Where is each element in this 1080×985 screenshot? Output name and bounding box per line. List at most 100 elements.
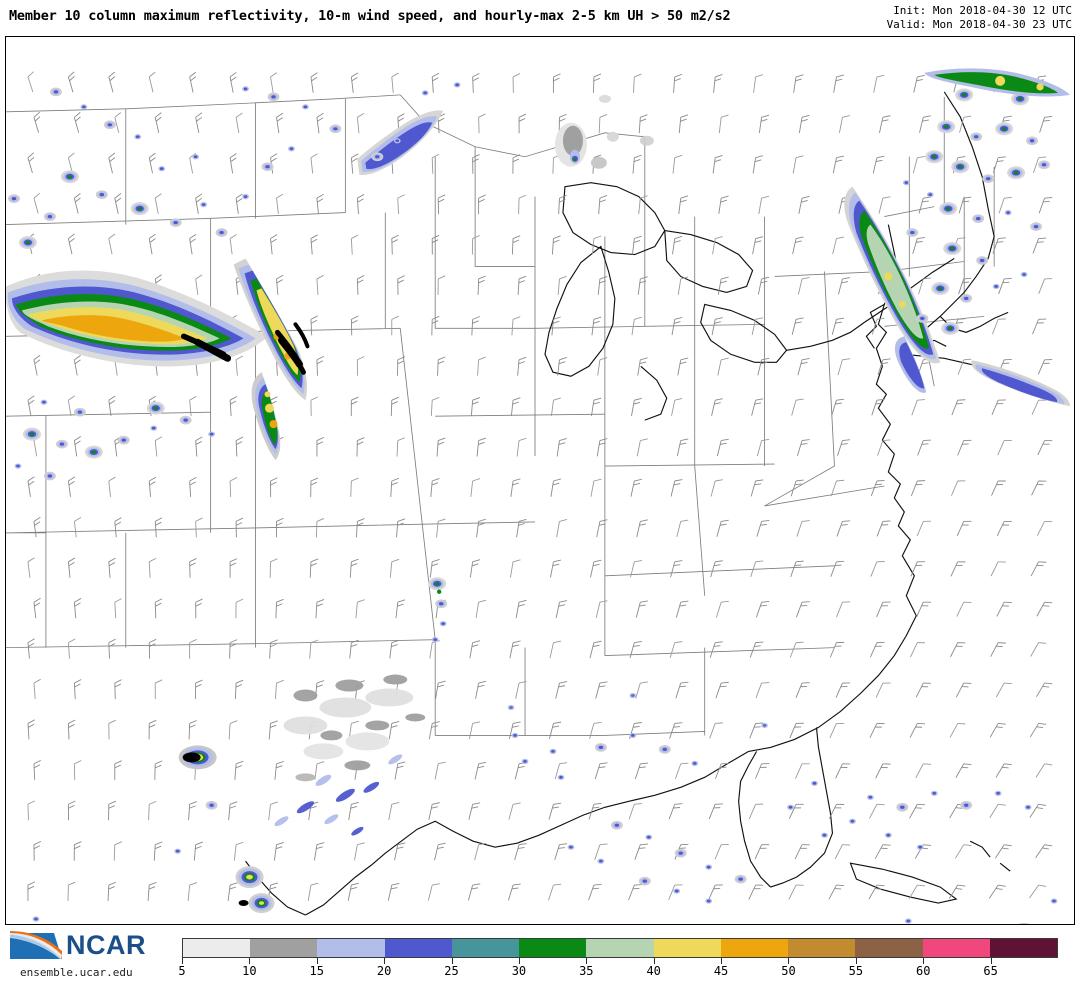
wind-barb <box>1032 235 1047 257</box>
wind-barb <box>988 881 1007 903</box>
colorbar-band <box>922 939 990 957</box>
colorbar-band <box>653 939 721 957</box>
wind-barb <box>675 598 689 620</box>
wind-barb <box>949 720 966 742</box>
colorbar-band <box>989 939 1058 957</box>
valid-time: Valid: Mon 2018-04-30 23 UTC <box>886 17 1072 31</box>
wind-barb <box>154 598 164 619</box>
wind-barb <box>989 801 1007 822</box>
wind-barb <box>388 719 400 741</box>
wind-barb <box>388 800 400 822</box>
colorbar-band <box>855 939 923 957</box>
wind-barb <box>429 639 441 660</box>
wind-barb <box>756 517 770 540</box>
wind-barb <box>589 719 602 742</box>
reflectivity-colorbar[interactable] <box>182 938 1058 958</box>
wind-barb <box>309 558 319 579</box>
wind-barb <box>107 152 120 174</box>
wind-barb <box>554 841 568 863</box>
wind-barb <box>472 72 481 94</box>
wind-barb <box>795 760 811 782</box>
wind-barb <box>795 679 811 701</box>
wind-barb <box>597 356 608 377</box>
wind-barb <box>73 516 84 538</box>
wind-barb <box>955 760 972 782</box>
wind-barb <box>195 517 204 538</box>
wind-barb <box>148 152 160 174</box>
ncar-logo[interactable]: NCAR ensemble.ucar.edu <box>8 929 176 981</box>
wind-barb <box>838 113 851 135</box>
wind-barb <box>310 72 321 94</box>
wind-barb <box>870 558 885 580</box>
wind-barb <box>274 760 285 781</box>
wind-barb <box>107 881 117 902</box>
wind-barb <box>550 396 562 418</box>
colorbar-tick <box>923 958 925 964</box>
wind-barb <box>715 679 730 701</box>
wind-barb <box>837 437 851 459</box>
wind-barb <box>1029 720 1047 742</box>
wind-barb <box>194 274 206 296</box>
wind-barb <box>832 154 845 176</box>
wind-barb <box>356 356 365 377</box>
wind-barb <box>711 396 724 418</box>
wind-barb <box>788 881 805 903</box>
wind-barb <box>912 154 926 176</box>
wind-barb <box>154 517 164 538</box>
wind-barb <box>516 517 527 539</box>
wind-barb <box>269 72 281 94</box>
wind-barb <box>67 638 77 660</box>
wind-barb <box>154 436 165 457</box>
wind-barb <box>597 275 608 297</box>
wind-barb <box>507 881 522 903</box>
wind-barb <box>958 194 972 216</box>
wind-barb <box>514 841 528 863</box>
wind-barb <box>356 275 366 296</box>
wind-barb <box>995 760 1013 782</box>
wind-barb <box>829 720 845 742</box>
wind-barb <box>511 234 521 256</box>
wind-barb <box>950 639 966 661</box>
wind-barb <box>229 558 238 579</box>
wind-barb <box>188 71 201 93</box>
wind-barb <box>919 113 932 135</box>
wind-barb <box>235 355 245 377</box>
wind-barb <box>636 437 649 459</box>
wind-barb <box>32 354 45 376</box>
wind-barb <box>350 234 360 255</box>
wind-barb <box>310 477 319 498</box>
colorbar-band <box>788 939 856 957</box>
wind-barb <box>909 639 926 661</box>
wind-barb <box>33 597 44 619</box>
colorbar-band <box>250 939 318 957</box>
colorbar-band <box>720 939 789 957</box>
wind-barb <box>790 477 805 499</box>
wind-barb <box>788 800 805 823</box>
wind-barb <box>552 73 561 94</box>
wind-barb <box>73 192 86 215</box>
wind-barb <box>1036 679 1053 701</box>
wind-barb <box>476 517 487 539</box>
wind-barb <box>1036 518 1053 540</box>
wind-barb <box>917 437 932 459</box>
wind-barb <box>114 517 124 538</box>
wind-barb <box>556 436 568 458</box>
map-canvas[interactable] <box>5 36 1075 925</box>
wind-barb <box>669 719 683 742</box>
wind-barb <box>998 275 1013 297</box>
wind-barb <box>997 437 1013 459</box>
wind-barb <box>350 396 359 417</box>
wind-barb <box>794 841 811 863</box>
colorbar-band <box>183 939 251 957</box>
wind-barb <box>595 598 608 620</box>
wind-barb <box>27 638 37 659</box>
wind-barb <box>431 72 441 94</box>
wind-barb <box>471 234 481 256</box>
wind-barb <box>751 315 764 337</box>
wind-barb <box>235 112 247 134</box>
colorbar-tick <box>990 958 992 964</box>
wind-barb <box>391 315 400 336</box>
wind-barb <box>749 720 764 742</box>
wind-barb <box>633 73 642 94</box>
